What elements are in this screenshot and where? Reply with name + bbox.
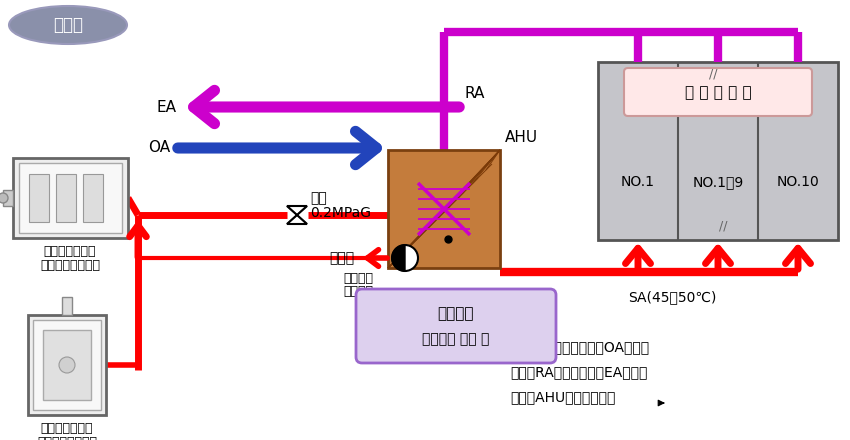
Circle shape: [0, 193, 8, 203]
Text: 小型貫流ボイラ: 小型貫流ボイラ: [41, 422, 94, 435]
Text: 導入前: 導入前: [53, 16, 83, 34]
FancyBboxPatch shape: [13, 158, 128, 238]
FancyBboxPatch shape: [624, 68, 812, 116]
Text: 0.2MPaG: 0.2MPaG: [310, 206, 371, 220]
Text: （注）SA　：給気　　OA：外気: （注）SA ：給気 OA：外気: [510, 340, 649, 354]
Bar: [56, 174, 76, 222]
FancyBboxPatch shape: [356, 289, 556, 363]
Text: （昼間のみ稼働）: （昼間のみ稼働）: [40, 259, 100, 272]
Text: （空気－ 蒸気 ）: （空気－ 蒸気 ）: [422, 332, 490, 346]
FancyBboxPatch shape: [33, 320, 101, 410]
Bar: [83, 174, 103, 222]
Polygon shape: [287, 206, 307, 215]
Text: SA(45～50℃): SA(45～50℃): [628, 290, 717, 304]
Text: //: //: [719, 220, 728, 232]
Circle shape: [59, 357, 75, 373]
Text: AHU：空気調和機: AHU：空気調和機: [510, 390, 615, 404]
Bar: [29, 174, 49, 222]
Text: （夜間のみ稼働）: （夜間のみ稼働）: [37, 436, 97, 440]
FancyBboxPatch shape: [19, 163, 122, 233]
FancyBboxPatch shape: [598, 62, 838, 240]
Bar: [62, 297, 72, 315]
Text: //: //: [709, 67, 717, 81]
Text: NO.1: NO.1: [621, 175, 655, 189]
Bar: [43, 330, 91, 400]
Text: RA: RA: [465, 85, 485, 100]
Text: 蒸気: 蒸気: [310, 191, 326, 205]
Text: NO.1～9: NO.1～9: [693, 175, 744, 189]
Text: 炉筒煙管ボイラ: 炉筒煙管ボイラ: [43, 245, 96, 258]
FancyBboxPatch shape: [28, 315, 106, 415]
Circle shape: [392, 245, 418, 271]
FancyBboxPatch shape: [388, 150, 500, 268]
Text: EA: EA: [157, 99, 177, 114]
Text: トラップ: トラップ: [343, 285, 373, 298]
Text: OA: OA: [148, 140, 170, 155]
Text: RA　：還気　　EA：排気: RA ：還気 EA：排気: [510, 365, 648, 379]
Text: 熱交換器: 熱交換器: [438, 307, 474, 322]
Ellipse shape: [9, 6, 127, 44]
Text: ＜ 加 温 庫 ＞: ＜ 加 温 庫 ＞: [685, 85, 751, 100]
Text: AHU: AHU: [505, 130, 538, 145]
Text: ドレン: ドレン: [329, 251, 354, 265]
Polygon shape: [287, 215, 307, 224]
Polygon shape: [392, 245, 405, 271]
Text: スチーム: スチーム: [343, 272, 373, 285]
Text: NO.10: NO.10: [777, 175, 819, 189]
Bar: [3, 190, 13, 206]
